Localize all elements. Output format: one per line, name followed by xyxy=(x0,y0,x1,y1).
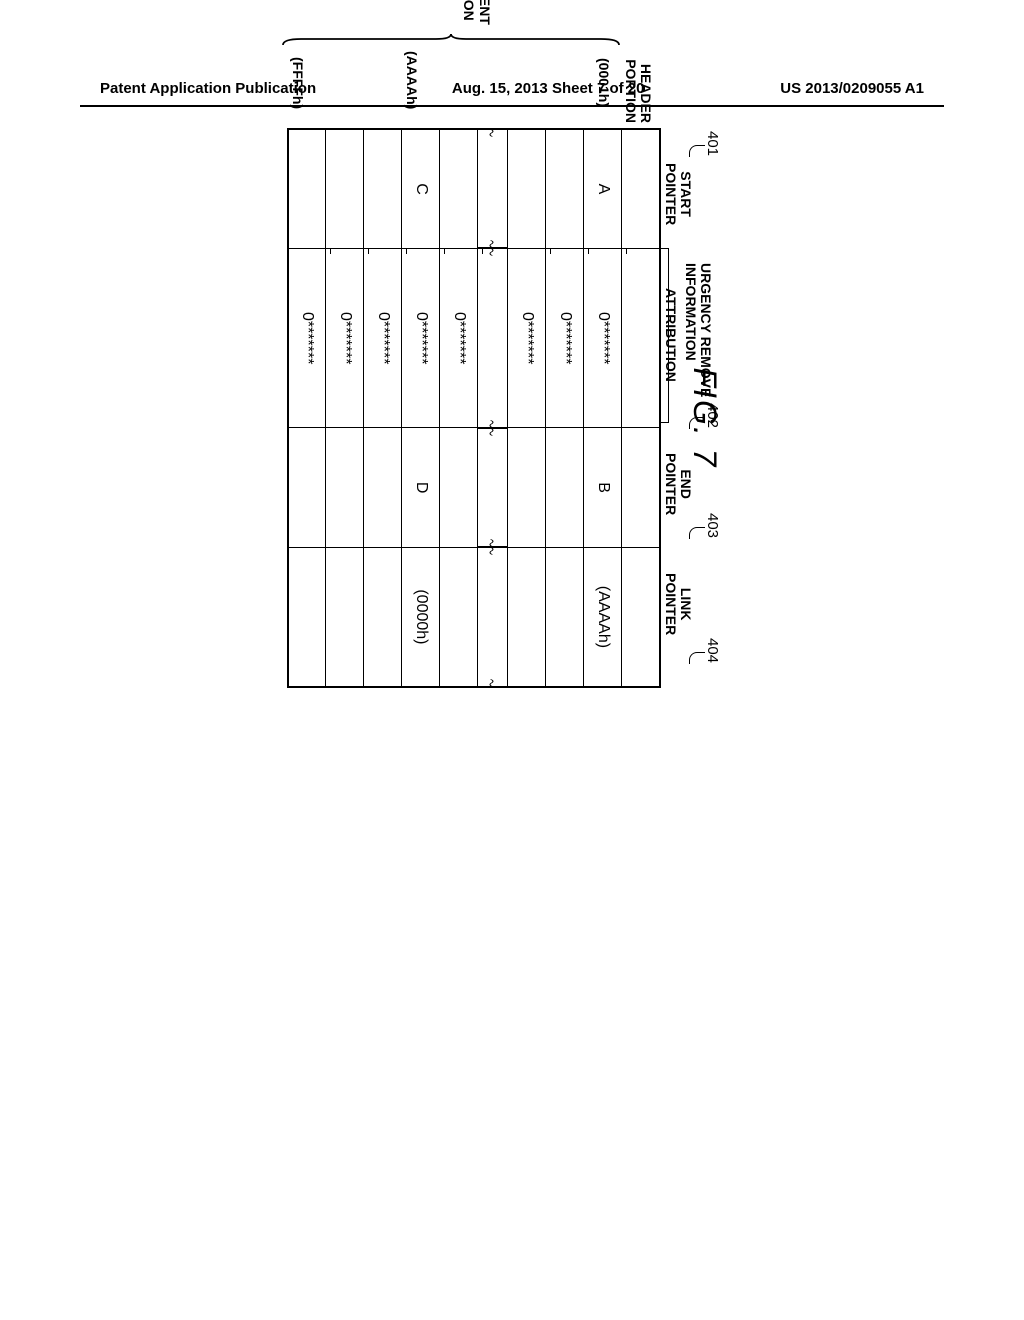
ref-number-404: 404 xyxy=(704,638,721,663)
side-label-management: MANAGEMENT INFORMATION TABLE PORTION xyxy=(429,0,493,33)
cell-link xyxy=(622,547,660,687)
cell-link xyxy=(288,547,326,687)
cell-end xyxy=(326,428,364,547)
ref-number-402: 402 xyxy=(704,403,721,428)
cell-end xyxy=(546,428,584,547)
col-header-link-pointer: LINK POINTER xyxy=(662,573,693,635)
cell-end: D xyxy=(402,428,440,547)
cell-link xyxy=(440,547,478,687)
management-table: A 0******* B (AAAAh) 0******* 0******* 〜… xyxy=(287,128,661,688)
table-row: 0******* xyxy=(326,129,364,687)
row-address-aaaa: (AAAAh) xyxy=(404,51,419,109)
table-break-row: 〜〜 〜〜 〜〜 〜〜 xyxy=(478,129,508,687)
table-row: 0******* xyxy=(508,129,546,687)
curly-brace-icon xyxy=(281,33,621,48)
table-row: 0******* xyxy=(364,129,402,687)
cell-attr: 0******* xyxy=(508,248,546,427)
cell-attr: 0******* xyxy=(402,248,440,427)
table-row: 0******* xyxy=(440,129,478,687)
cell-end xyxy=(508,428,546,547)
table-row: 0******* xyxy=(288,129,326,687)
cell-end xyxy=(440,428,478,547)
cell-attr: 0******* xyxy=(584,248,622,427)
table-row: A 0******* B (AAAAh) xyxy=(584,129,622,687)
cell-start xyxy=(364,129,402,248)
ref-number-401: 401 xyxy=(704,131,721,156)
cell-start xyxy=(508,129,546,248)
cell-start xyxy=(622,129,660,248)
lead-line-402 xyxy=(689,417,705,429)
cell-end xyxy=(622,428,660,547)
ref-number-403: 403 xyxy=(704,513,721,538)
urgency-bracket xyxy=(661,248,669,423)
col-header-start-pointer: START POINTER xyxy=(662,163,693,225)
cell-attr: 0******* xyxy=(364,248,402,427)
table-wrapper: 401 402 403 404 START POINTER URGENCY RE… xyxy=(287,33,661,803)
table-row: C 0******* D (0000h) xyxy=(402,129,440,687)
cell-attr: 0******* xyxy=(546,248,584,427)
cell-attr: 0******* xyxy=(288,248,326,427)
table-row: 0******* xyxy=(546,129,584,687)
cell-start xyxy=(326,129,364,248)
cell-attr: 0******* xyxy=(326,248,364,427)
cell-link xyxy=(546,547,584,687)
cell-start xyxy=(546,129,584,248)
row-address-0001: (0001h) xyxy=(596,58,611,107)
row-label-header-portion: HEADER PORTION xyxy=(622,53,653,123)
cell-link: (AAAAh) xyxy=(584,547,622,687)
header-right: US 2013/0209055 A1 xyxy=(780,80,924,97)
cell-link xyxy=(508,547,546,687)
lead-line-404 xyxy=(689,652,705,664)
lead-line-403 xyxy=(689,527,705,539)
cell-start xyxy=(288,129,326,248)
cell-link xyxy=(326,547,364,687)
cell-start xyxy=(440,129,478,248)
header-left: Patent Application Publication xyxy=(100,80,316,97)
cell-end xyxy=(364,428,402,547)
table-row xyxy=(622,129,660,687)
figure-7: FIG. 7 401 402 403 404 START POINTER URG… xyxy=(287,33,723,803)
cell-link xyxy=(364,547,402,687)
cell-start: A xyxy=(584,129,622,248)
col-header-end-pointer: END POINTER xyxy=(662,453,693,515)
cell-link: (0000h) xyxy=(402,547,440,687)
cell-attr: 0******* xyxy=(440,248,478,427)
cell-end: B xyxy=(584,428,622,547)
cell-end xyxy=(288,428,326,547)
cell-start: C xyxy=(402,129,440,248)
urgency-remove-label: URGENCY REMOVE INFORMATION xyxy=(682,263,713,397)
row-address-ffff: (FFFFh) xyxy=(290,57,305,109)
cell-attr xyxy=(622,248,660,427)
lead-line-401 xyxy=(689,145,705,157)
